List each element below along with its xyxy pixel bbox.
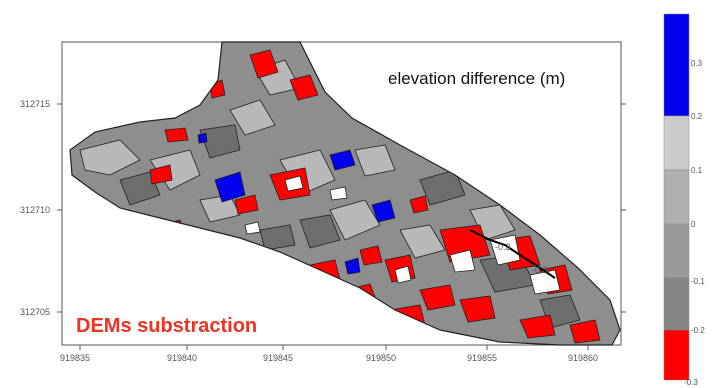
legend-band-neg0.2-neg0.1 [663,277,690,331]
x-tick-label: 919840 [167,353,197,363]
x-axis [79,345,589,350]
legend-band-0-0.1 [663,169,690,225]
legend-label: -0.2 [691,326,705,335]
legend-label: 0 [691,220,696,229]
y-tick-label: 312710 [20,205,50,215]
legend-label: -0.1 [691,277,705,286]
legend-band-0.1-0.2 [663,115,690,171]
contour-line-black [469,229,556,279]
x-tick-label: 919835 [60,353,90,363]
map-title: elevation difference (m) [388,69,565,88]
x-tick-label: 919850 [366,353,396,363]
legend-label: 0.2 [691,112,703,121]
legend-band-neg0.1-0 [663,223,690,279]
y-axis [57,103,626,313]
x-tick-label: 919855 [467,353,497,363]
legend-band-0.2-0.3 [663,13,690,117]
x-tick-label: 919845 [263,353,293,363]
x-tick-label: 919860 [568,353,598,363]
y-tick-label: 312715 [20,99,50,109]
y-tick-label: 312705 [20,307,50,317]
contour-label: -0.3 [495,242,511,252]
legend-band-neg0.3-neg0.2 [663,329,690,381]
legend-label: 0.1 [691,166,703,175]
contour-light-patches [79,59,516,259]
map-subtitle: DEMs substraction [76,315,257,337]
legend-label: 0.3 [691,59,703,68]
legend-label: -0.3 [684,378,698,387]
color-legend [663,13,690,381]
contour-label: -0.3 [532,265,548,275]
terrain-outline [69,41,621,346]
title-box [383,64,613,90]
